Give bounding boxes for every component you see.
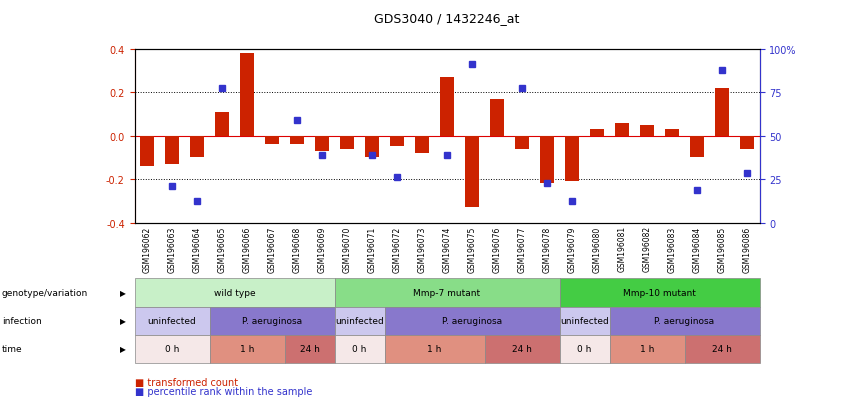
Text: ▶: ▶ bbox=[120, 316, 126, 325]
Text: uninfected: uninfected bbox=[560, 316, 608, 325]
Text: uninfected: uninfected bbox=[148, 316, 196, 325]
Text: GSM196079: GSM196079 bbox=[568, 226, 576, 272]
Bar bbox=[590, 130, 604, 136]
Text: GSM196070: GSM196070 bbox=[343, 226, 352, 272]
Bar bbox=[665, 130, 679, 136]
Text: GSM196085: GSM196085 bbox=[718, 226, 727, 272]
Bar bbox=[315, 136, 329, 152]
Text: ▶: ▶ bbox=[120, 288, 126, 297]
Text: GSM196069: GSM196069 bbox=[318, 226, 326, 272]
Text: GSM196084: GSM196084 bbox=[693, 226, 701, 272]
Text: GSM196080: GSM196080 bbox=[593, 226, 602, 272]
Bar bbox=[515, 136, 529, 150]
Text: 24 h: 24 h bbox=[512, 344, 532, 354]
Text: GSM196067: GSM196067 bbox=[267, 226, 277, 272]
Bar bbox=[615, 123, 629, 136]
Text: GSM196081: GSM196081 bbox=[617, 226, 627, 272]
Text: 1 h: 1 h bbox=[640, 344, 654, 354]
Bar bbox=[640, 126, 654, 136]
Text: GSM196075: GSM196075 bbox=[468, 226, 477, 272]
Text: P. aeruginosa: P. aeruginosa bbox=[442, 316, 502, 325]
Text: GSM196073: GSM196073 bbox=[418, 226, 426, 272]
Text: P. aeruginosa: P. aeruginosa bbox=[242, 316, 302, 325]
Bar bbox=[415, 136, 429, 154]
Text: GSM196071: GSM196071 bbox=[367, 226, 377, 272]
Text: GSM196083: GSM196083 bbox=[667, 226, 676, 272]
Text: 24 h: 24 h bbox=[712, 344, 732, 354]
Bar bbox=[540, 136, 554, 184]
Text: GSM196086: GSM196086 bbox=[742, 226, 752, 272]
Bar bbox=[165, 136, 179, 164]
Text: GSM196063: GSM196063 bbox=[168, 226, 176, 272]
Text: GSM196078: GSM196078 bbox=[542, 226, 551, 272]
Text: 0 h: 0 h bbox=[165, 344, 179, 354]
Text: GDS3040 / 1432246_at: GDS3040 / 1432246_at bbox=[374, 12, 520, 25]
Text: GSM196062: GSM196062 bbox=[142, 226, 152, 272]
Text: infection: infection bbox=[2, 316, 42, 325]
Text: 0 h: 0 h bbox=[577, 344, 592, 354]
Bar bbox=[690, 136, 704, 158]
Text: 24 h: 24 h bbox=[299, 344, 319, 354]
Text: GSM196064: GSM196064 bbox=[193, 226, 201, 272]
Bar bbox=[140, 136, 154, 166]
Text: GSM196068: GSM196068 bbox=[293, 226, 301, 272]
Text: GSM196072: GSM196072 bbox=[392, 226, 402, 272]
Text: P. aeruginosa: P. aeruginosa bbox=[654, 316, 714, 325]
Text: uninfected: uninfected bbox=[335, 316, 384, 325]
Text: GSM196076: GSM196076 bbox=[492, 226, 502, 272]
Text: GSM196077: GSM196077 bbox=[517, 226, 527, 272]
Bar bbox=[240, 54, 254, 136]
Bar bbox=[340, 136, 354, 150]
Text: wild type: wild type bbox=[214, 288, 255, 297]
Text: genotype/variation: genotype/variation bbox=[2, 288, 88, 297]
Bar bbox=[290, 136, 304, 145]
Text: Mmp-10 mutant: Mmp-10 mutant bbox=[623, 288, 696, 297]
Text: time: time bbox=[2, 344, 23, 354]
Text: GSM196065: GSM196065 bbox=[218, 226, 227, 272]
Bar bbox=[740, 136, 754, 150]
Bar bbox=[440, 78, 454, 136]
Bar bbox=[190, 136, 204, 158]
Bar bbox=[465, 136, 479, 208]
Text: Mmp-7 mutant: Mmp-7 mutant bbox=[413, 288, 481, 297]
Text: 0 h: 0 h bbox=[352, 344, 366, 354]
Bar bbox=[715, 89, 729, 136]
Text: ▶: ▶ bbox=[120, 344, 126, 354]
Text: GSM196066: GSM196066 bbox=[242, 226, 252, 272]
Bar bbox=[265, 136, 279, 145]
Bar bbox=[215, 112, 229, 136]
Text: GSM196082: GSM196082 bbox=[642, 226, 652, 272]
Bar bbox=[490, 100, 504, 136]
Text: 1 h: 1 h bbox=[427, 344, 442, 354]
Text: ■ percentile rank within the sample: ■ percentile rank within the sample bbox=[135, 386, 312, 396]
Bar bbox=[365, 136, 379, 158]
Text: ■ transformed count: ■ transformed count bbox=[135, 377, 238, 387]
Bar bbox=[565, 136, 579, 182]
Text: 1 h: 1 h bbox=[240, 344, 254, 354]
Text: GSM196074: GSM196074 bbox=[443, 226, 451, 272]
Bar bbox=[390, 136, 404, 147]
